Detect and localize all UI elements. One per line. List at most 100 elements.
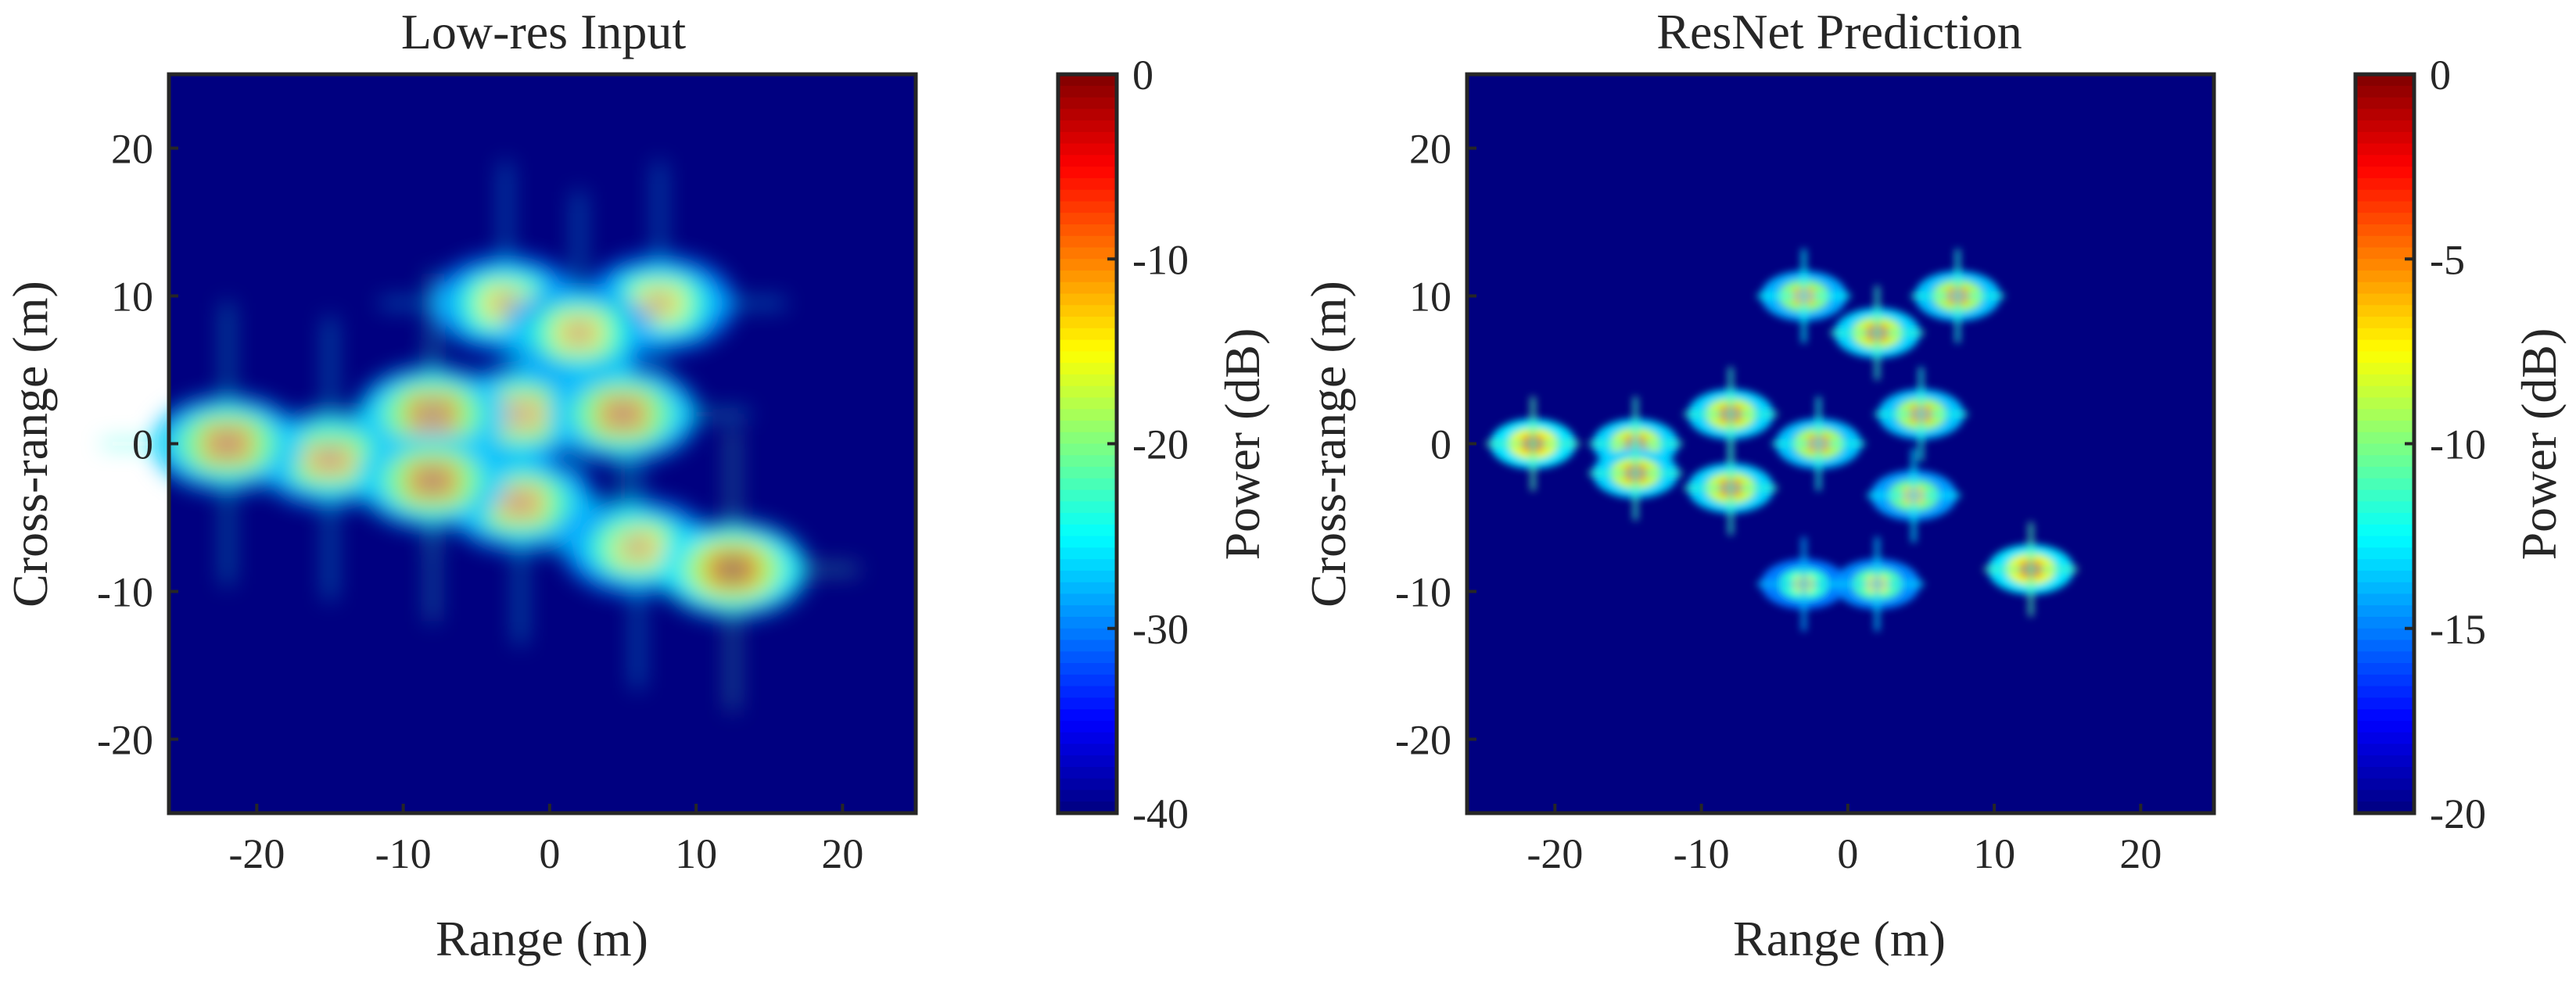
colorbar-segment: [2355, 478, 2414, 491]
colorbar-segment: [1058, 328, 1117, 341]
colorbar-segment: [1058, 281, 1117, 295]
colorbar-segment: [1058, 189, 1117, 202]
colorbar-segment: [2355, 189, 2414, 202]
scatterer: [1756, 537, 1851, 632]
colorbar-segment: [1058, 155, 1117, 168]
colorbar-segment: [1058, 271, 1117, 283]
x-tick-label: 20: [821, 830, 863, 877]
colorbar-segment: [1058, 559, 1117, 572]
colorbar-segment: [2355, 570, 2414, 583]
x-tick-label: 0: [539, 830, 560, 877]
colorbar-segment: [1058, 85, 1117, 99]
x-tick-label: 10: [675, 830, 717, 877]
colorbar-tick-label: -20: [1132, 421, 1189, 468]
x-tick-label: -20: [1527, 830, 1583, 877]
colorbar-segment: [2355, 778, 2414, 791]
colorbar-segment: [1058, 97, 1117, 110]
x-tick-label: 10: [1973, 830, 2015, 877]
colorbar-segment: [1058, 801, 1117, 814]
x-tick-label: -20: [228, 830, 285, 877]
scatterer: [607, 428, 858, 711]
colorbar-segment: [1058, 213, 1117, 225]
scatterer-layer: [1486, 249, 2078, 632]
colorbar-segment: [1058, 616, 1117, 629]
colorbar-segment: [2355, 455, 2414, 468]
colorbar-segment: [1058, 235, 1117, 249]
colorbar-segment: [1058, 339, 1117, 353]
colorbar-segment: [2355, 732, 2414, 745]
colorbar-segment: [2355, 766, 2414, 780]
colorbar-tick-label: -40: [1132, 790, 1189, 837]
colorbar-segment: [2355, 85, 2414, 99]
colorbar-segment: [2355, 339, 2414, 353]
scatterer: [1983, 522, 2078, 617]
colorbar-label: Power (dB): [2511, 328, 2567, 561]
scatterer: [454, 192, 705, 474]
y-tick-label: -10: [97, 569, 153, 616]
colorbar-segment: [1058, 778, 1117, 791]
scatterer-layer: [102, 162, 858, 711]
colorbar-segment: [2355, 247, 2414, 260]
colorbar-segment: [2355, 385, 2414, 399]
colorbar-segment: [2355, 467, 2414, 479]
colorbar-segment: [2355, 374, 2414, 387]
scatterer: [1588, 426, 1683, 521]
y-tick-label: 10: [1409, 274, 1451, 321]
colorbar-segment: [1058, 501, 1117, 514]
colorbar-segment: [2355, 801, 2414, 814]
colorbar-segment: [2355, 420, 2414, 433]
colorbar-segment: [1058, 305, 1117, 318]
heatmap-image: [102, 74, 916, 813]
colorbar-segment: [1058, 201, 1117, 214]
colorbar-segment: [2355, 593, 2414, 607]
colorbar-segment: [1058, 766, 1117, 780]
colorbar-segment: [1058, 732, 1117, 745]
colorbar-segment: [1058, 74, 1117, 87]
colorbar-segment: [1058, 524, 1117, 537]
colorbar-segment: [1058, 651, 1117, 665]
colorbar-segment: [1058, 397, 1117, 410]
colorbar-segment: [2355, 547, 2414, 561]
colorbar-segment: [1058, 177, 1117, 191]
colorbar-segment: [1058, 513, 1117, 525]
colorbar-segment: [1058, 467, 1117, 479]
colorbar-tick-label: -20: [2430, 790, 2486, 837]
colorbar-segment: [1058, 167, 1117, 179]
scatterer: [1756, 249, 1851, 343]
scatterer: [1486, 396, 1580, 491]
colorbar-segment: [2355, 363, 2414, 375]
colorbar-segment: [1058, 605, 1117, 618]
colorbar-segment: [1058, 109, 1117, 122]
colorbar-segment: [1058, 628, 1117, 641]
colorbar-segment: [1058, 640, 1117, 653]
colorbar-segment: [2355, 443, 2414, 457]
colorbar-segment: [2355, 317, 2414, 329]
colorbar-segment: [2355, 143, 2414, 156]
colorbar-segment: [2355, 259, 2414, 272]
y-tick-label: 20: [1409, 126, 1451, 173]
colorbar-segment: [2355, 155, 2414, 168]
y-axis-label: Cross-range (m): [1301, 281, 1356, 607]
colorbar-segment: [2355, 686, 2414, 699]
colorbar-segment: [2355, 524, 2414, 537]
colorbar-segment: [2355, 489, 2414, 503]
colorbar-segment: [1058, 697, 1117, 711]
colorbar-gradient: [2355, 74, 2414, 814]
colorbar-ticks: 0 -10 -20 -30 -40: [1107, 52, 1189, 837]
colorbar-segment: [1058, 663, 1117, 676]
colorbar-segment: [2355, 536, 2414, 549]
x-tick-label: 0: [1837, 830, 1858, 877]
colorbar-tick-label: -30: [1132, 606, 1189, 653]
colorbar-segment: [1058, 432, 1117, 445]
colorbar-segment: [1058, 720, 1117, 733]
colorbar-segment: [1058, 317, 1117, 329]
colorbar-segment: [1058, 385, 1117, 399]
scatterer: [307, 339, 558, 622]
colorbar-segment: [2355, 167, 2414, 179]
colorbar-segment: [2355, 651, 2414, 665]
colorbar-segment: [2355, 201, 2414, 214]
chart-title: ResNet Prediction: [1656, 4, 2022, 59]
colorbar-segment: [1058, 547, 1117, 561]
colorbar-segment: [2355, 235, 2414, 249]
